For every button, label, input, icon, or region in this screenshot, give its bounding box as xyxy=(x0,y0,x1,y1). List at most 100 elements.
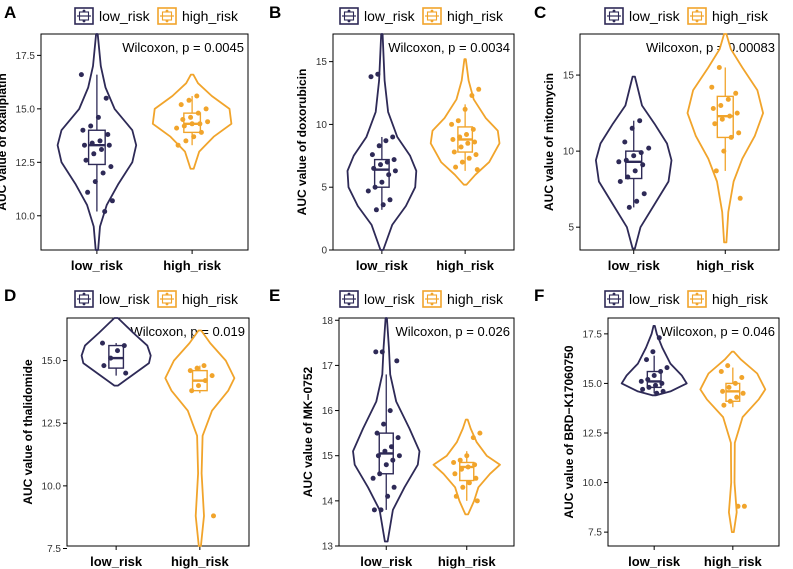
data-point xyxy=(449,121,455,127)
data-point xyxy=(205,119,211,125)
data-point xyxy=(476,86,482,92)
data-point xyxy=(477,430,483,436)
legend-key-high-icon xyxy=(687,7,707,25)
data-point xyxy=(78,72,84,78)
data-point xyxy=(629,125,635,131)
legend-key-low-icon-frame xyxy=(604,290,624,308)
data-point xyxy=(382,448,388,454)
data-point xyxy=(718,369,724,374)
data-point xyxy=(735,503,741,509)
data-point xyxy=(198,129,204,135)
data-point xyxy=(378,162,383,168)
legend-key-low-icon-dot xyxy=(347,9,351,13)
legend-key-low-icon xyxy=(339,7,359,25)
panel-label: B xyxy=(269,3,281,22)
data-point xyxy=(194,93,200,99)
data-point xyxy=(654,390,660,396)
y-tick-label: 15.0 xyxy=(42,356,62,367)
legend-key-high-icon-dot xyxy=(695,292,699,296)
data-point xyxy=(375,453,381,459)
data-point xyxy=(459,159,465,165)
data-point xyxy=(728,134,734,140)
legend-key-low-icon-dot xyxy=(82,302,86,306)
data-point xyxy=(387,408,393,414)
data-point xyxy=(365,188,371,194)
data-point xyxy=(191,134,197,140)
legend-key-high-icon-frame xyxy=(422,7,442,25)
data-point xyxy=(637,118,643,124)
data-point xyxy=(386,172,392,178)
data-point xyxy=(389,444,394,450)
legend-label-low: low_risk xyxy=(629,8,681,24)
data-point xyxy=(623,157,629,163)
legend-label-high: high_risk xyxy=(712,291,769,307)
data-point xyxy=(379,349,385,355)
data-point xyxy=(197,121,203,127)
data-point xyxy=(472,139,478,145)
data-point xyxy=(83,157,89,163)
violin xyxy=(164,329,236,547)
legend-key-low-icon xyxy=(74,7,94,25)
legend-key-low-icon-frame xyxy=(339,7,359,25)
data-point xyxy=(734,394,740,400)
data-point xyxy=(196,383,201,389)
group-high-risk xyxy=(432,418,501,516)
data-point xyxy=(97,138,103,144)
data-point xyxy=(453,493,459,499)
group-low-risk xyxy=(56,33,138,251)
data-point xyxy=(195,110,201,116)
legend-key-low-icon-dot xyxy=(347,292,351,296)
y-tick-label: 7.5 xyxy=(588,528,602,539)
data-point xyxy=(646,384,652,390)
data-point xyxy=(372,184,378,190)
legend-key-high-icon-dot xyxy=(165,19,169,23)
legend-key-low-icon-dot xyxy=(82,9,86,13)
data-point xyxy=(640,386,646,392)
wilcoxon-annotation: Wilcoxon, p = 0.00083 xyxy=(646,40,775,55)
group-low-risk xyxy=(346,33,418,251)
legend-label-high: high_risk xyxy=(182,8,239,24)
data-point xyxy=(95,114,101,120)
data-point xyxy=(451,149,457,155)
data-point xyxy=(373,207,379,213)
y-tick-label: 13 xyxy=(322,542,334,553)
x-tick-label: low_risk xyxy=(608,258,661,273)
legend-key-high-icon-frame xyxy=(422,290,442,308)
legend-key-high-icon-dot xyxy=(165,292,169,296)
data-point xyxy=(459,466,464,472)
wilcoxon-annotation: Wilcoxon, p = 0.019 xyxy=(130,324,245,339)
data-point xyxy=(725,363,731,369)
data-point xyxy=(451,460,457,465)
legend-key-low-icon-frame xyxy=(74,290,94,308)
data-point xyxy=(187,368,193,374)
group-low-risk xyxy=(620,325,688,397)
legend-key-high-icon-dot xyxy=(695,9,699,13)
x-tick-label: low_risk xyxy=(360,554,413,569)
legend-key-low-icon-dot xyxy=(612,302,616,306)
y-tick-label: 0 xyxy=(321,246,327,257)
data-point xyxy=(710,106,716,111)
data-point xyxy=(174,125,180,131)
data-point xyxy=(390,457,396,463)
data-point xyxy=(189,388,195,394)
data-point xyxy=(385,493,391,499)
legend-key-low-icon-dot xyxy=(612,292,616,296)
data-point xyxy=(92,179,98,185)
data-point xyxy=(650,349,656,355)
data-point xyxy=(741,503,747,509)
data-point xyxy=(123,370,129,376)
x-tick-label: low_risk xyxy=(71,258,124,273)
data-point xyxy=(100,340,105,346)
data-point xyxy=(383,462,389,468)
data-point xyxy=(121,343,127,349)
y-tick-label: 12.5 xyxy=(16,158,36,169)
data-point xyxy=(384,159,390,165)
legend-label-low: low_risk xyxy=(99,291,151,307)
data-point xyxy=(102,209,108,214)
data-point xyxy=(203,106,209,112)
y-tick-label: 17 xyxy=(322,361,334,372)
data-point xyxy=(664,365,670,371)
y-tick-label: 17.5 xyxy=(583,329,603,340)
